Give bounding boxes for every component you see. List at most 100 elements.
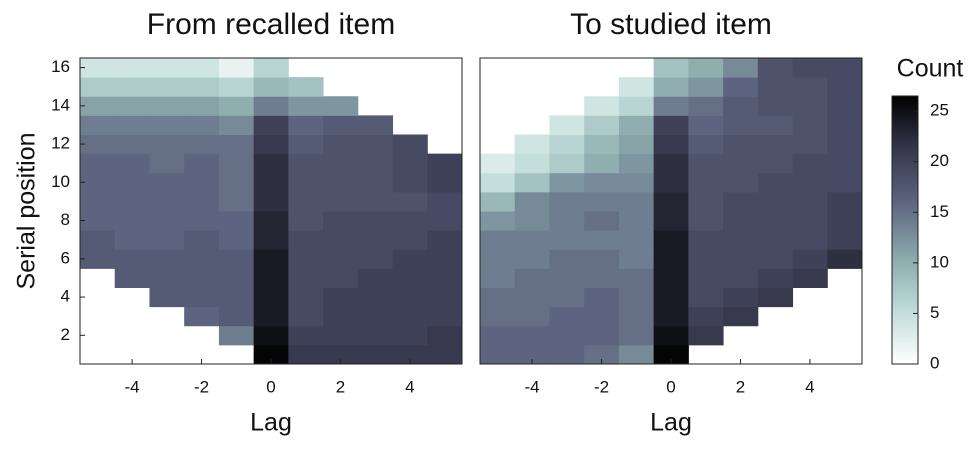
heatmap-cell — [149, 268, 185, 288]
x-tick-label: -2 — [194, 377, 209, 396]
heatmap-cell — [253, 77, 289, 97]
heatmap-cell — [514, 134, 550, 155]
heatmap-cell — [114, 230, 150, 250]
heatmap-cell — [653, 96, 689, 116]
heatmap-cell — [792, 96, 828, 116]
heatmap-cell — [618, 134, 655, 155]
heatmap-cell — [584, 153, 620, 174]
heatmap-cell — [723, 58, 759, 78]
heatmap-cell — [80, 134, 116, 155]
heatmap-cell — [618, 268, 655, 288]
heatmap-cell — [80, 230, 116, 250]
heatmap-panel — [480, 58, 863, 365]
colorbar-tick-label: 0 — [930, 353, 939, 372]
heatmap-cell — [584, 191, 620, 212]
heatmap-cell — [288, 249, 324, 269]
heatmap-cell — [149, 172, 185, 193]
heatmap-cell — [584, 134, 620, 155]
y-tick-label: 10 — [51, 172, 70, 191]
heatmap-cell — [427, 230, 463, 250]
heatmap-cell — [653, 306, 689, 327]
heatmap-cell — [792, 191, 828, 212]
heatmap-cell — [827, 191, 863, 212]
heatmap-cell — [653, 77, 689, 97]
heatmap-cell — [218, 115, 255, 135]
x-tick-label: 0 — [266, 377, 275, 396]
heatmap-cell — [827, 58, 863, 78]
heatmap-cell — [218, 306, 255, 327]
heatmap-cell — [549, 287, 585, 308]
heatmap-cell — [80, 58, 116, 78]
heatmap-cell — [584, 96, 620, 116]
y-tick-label: 12 — [51, 134, 70, 153]
heatmap-cell — [757, 153, 794, 174]
heatmap-cell — [792, 115, 828, 135]
heatmap-cell — [392, 306, 428, 327]
heatmap-cell — [688, 268, 724, 288]
heatmap-cell — [723, 230, 759, 250]
heatmap-cell — [549, 153, 585, 174]
heatmap-cell — [792, 268, 828, 288]
heatmap-cell — [253, 153, 289, 174]
heatmap-cell — [688, 325, 724, 346]
heatmap-cell — [288, 344, 324, 365]
heatmap-cell — [480, 153, 516, 174]
heatmap-cell — [757, 211, 794, 231]
heatmap-cell — [618, 153, 655, 174]
heatmap-cell — [549, 134, 585, 155]
heatmap-cell — [323, 344, 359, 365]
heatmap-cell — [618, 77, 655, 97]
heatmap-cell — [253, 230, 289, 250]
heatmap-cell — [323, 191, 359, 212]
heatmap-cell — [218, 77, 255, 97]
heatmap-cell — [218, 268, 255, 288]
heatmap-cell — [827, 96, 863, 116]
heatmap-cell — [149, 77, 185, 97]
heatmap-cell — [357, 172, 394, 193]
heatmap-cell — [288, 325, 324, 346]
heatmap-cell — [392, 344, 428, 365]
heatmap-cell — [584, 230, 620, 250]
heatmap-cell — [184, 306, 220, 327]
heatmap-cell — [323, 249, 359, 269]
heatmap-cell — [757, 268, 794, 288]
heatmap-cell — [723, 287, 759, 308]
heatmap-cell — [114, 153, 150, 174]
heatmap-cell — [427, 287, 463, 308]
heatmap-cell — [653, 344, 689, 365]
y-tick-label: 6 — [61, 248, 70, 267]
heatmap-cell — [357, 134, 394, 155]
heatmap-cell — [723, 134, 759, 155]
heatmap-cell — [549, 344, 585, 365]
heatmap-cell — [323, 211, 359, 231]
heatmap-cell — [688, 58, 724, 78]
colorbar-tick-label: 5 — [930, 303, 939, 322]
heatmap-cell — [149, 96, 185, 116]
heatmap-cell — [584, 172, 620, 193]
heatmap-cell — [288, 211, 324, 231]
heatmap-cell — [288, 268, 324, 288]
heatmap-cell — [584, 287, 620, 308]
heatmap-cell — [114, 96, 150, 116]
heatmap-cell — [723, 211, 759, 231]
heatmap-cell — [480, 211, 516, 231]
heatmap-cell — [584, 268, 620, 288]
heatmap-cell — [480, 344, 516, 365]
heatmap-cell — [480, 325, 516, 346]
x-tick-label: 4 — [405, 377, 414, 396]
heatmap-cell — [149, 287, 185, 308]
heatmap-cell — [184, 153, 220, 174]
heatmap-cell — [218, 58, 255, 78]
heatmap-cell — [323, 153, 359, 174]
heatmap-cell — [392, 249, 428, 269]
heatmap-cell — [253, 306, 289, 327]
heatmap-cell — [618, 306, 655, 327]
heatmap-cell — [688, 77, 724, 97]
heatmap-cell — [357, 249, 394, 269]
heatmap-cell — [653, 172, 689, 193]
heatmap-cell — [688, 287, 724, 308]
heatmap-cell — [723, 249, 759, 269]
heatmap-cell — [653, 287, 689, 308]
heatmap-cell — [584, 115, 620, 135]
heatmap-cell — [618, 191, 655, 212]
